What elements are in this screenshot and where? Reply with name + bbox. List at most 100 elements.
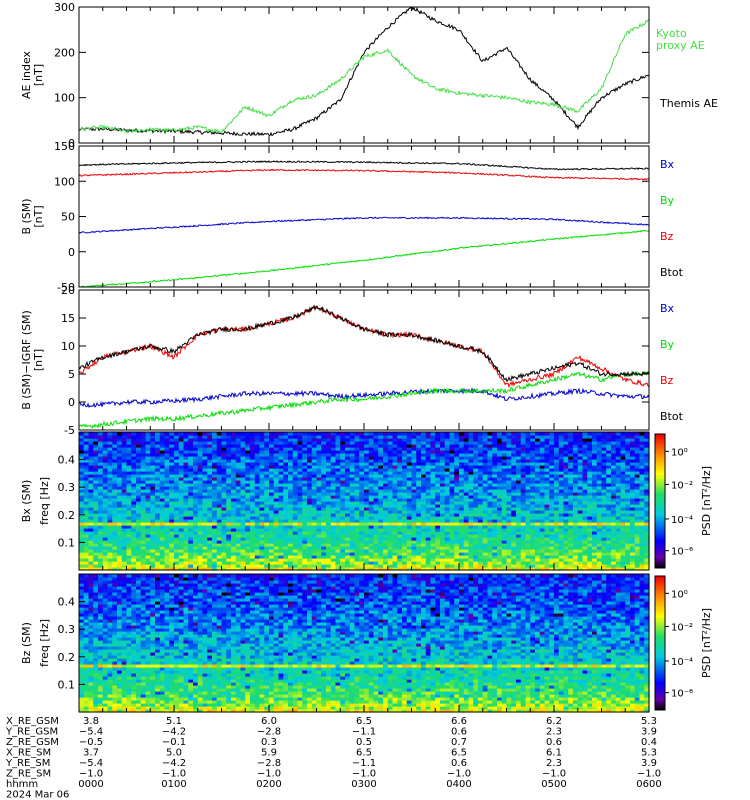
spec-bx-cell bbox=[292, 465, 299, 469]
spec-bx-cell bbox=[368, 522, 375, 526]
spec-bx-cell bbox=[397, 480, 403, 484]
spec-bx-cell bbox=[406, 459, 413, 463]
spec-bx-cell bbox=[321, 432, 327, 436]
spec-bx-cell bbox=[212, 564, 218, 568]
spec-bx-cell bbox=[264, 483, 270, 487]
spec-bx-cell bbox=[188, 501, 194, 505]
spec-bx-cell bbox=[354, 561, 360, 565]
spec-bx-cell bbox=[292, 438, 299, 442]
spec-bx-cell bbox=[330, 453, 337, 457]
spec-bx-cell bbox=[435, 522, 441, 526]
spec-bx-cell bbox=[250, 477, 256, 481]
spec-bx-cell bbox=[254, 498, 261, 502]
spec-bx-cell bbox=[411, 519, 417, 523]
spec-bx-cell bbox=[373, 459, 379, 463]
spec-bx-cell bbox=[297, 444, 303, 448]
spec-bx-cell bbox=[155, 558, 161, 562]
spec-bx-cell bbox=[98, 543, 104, 547]
spec-bx-cell bbox=[212, 480, 218, 484]
spec-bx-cell bbox=[216, 543, 223, 547]
spec-bx-cell bbox=[307, 456, 313, 460]
spec-bx-cell bbox=[292, 510, 299, 514]
spec-bx-cell bbox=[330, 447, 337, 451]
spec-bx-cell bbox=[383, 501, 389, 505]
spec-bx-cell bbox=[345, 456, 351, 460]
spec-bx-cell bbox=[430, 522, 436, 526]
spec-bx-cell bbox=[93, 522, 99, 526]
spec-bx-cell bbox=[425, 489, 432, 493]
spec-bx-cell bbox=[240, 543, 246, 547]
spec-bx-cell bbox=[83, 492, 90, 496]
spec-bx-cell bbox=[183, 552, 189, 556]
spec-bx-cell bbox=[202, 474, 208, 478]
spec-bx-cell bbox=[283, 432, 289, 436]
spec-bx-cell bbox=[188, 540, 194, 544]
spec-bx-cell bbox=[425, 462, 432, 466]
spec-bx-cell bbox=[93, 435, 99, 439]
spec-bx-cell bbox=[216, 447, 223, 451]
spec-bx-cell bbox=[121, 549, 128, 553]
spec-bx-cell bbox=[226, 468, 232, 472]
spec-bx-cell bbox=[392, 561, 398, 565]
spec-bx-cell bbox=[292, 558, 299, 562]
spec-bx-cell bbox=[121, 522, 128, 526]
spec-bx-cell bbox=[364, 438, 370, 442]
spec-bx-cell bbox=[349, 564, 356, 568]
spec-bx-cell bbox=[169, 450, 175, 454]
spec-bx-cell bbox=[121, 507, 128, 511]
spec-bx-cell bbox=[150, 507, 156, 511]
spec-bx-cell bbox=[178, 537, 185, 541]
spec-bx-cell bbox=[292, 456, 299, 460]
spec-bx-cell bbox=[202, 483, 208, 487]
spec-bx-cell bbox=[269, 528, 275, 532]
spec-bx-cell bbox=[145, 462, 151, 466]
spec-bx-cell bbox=[349, 456, 356, 460]
spec-bx-cell bbox=[250, 519, 256, 523]
spec-bx-cell bbox=[254, 465, 261, 469]
spec-bx-cell bbox=[311, 501, 318, 505]
spec-bx-cell bbox=[98, 435, 104, 439]
spec-bx-cell bbox=[207, 531, 213, 535]
spec-bx-cell bbox=[421, 468, 427, 472]
spec-bx-cell bbox=[159, 498, 166, 502]
spec-bx-cell bbox=[155, 471, 161, 475]
spec-bx-cell bbox=[159, 495, 166, 499]
spec-bx-cell bbox=[335, 447, 341, 451]
spec-bx-cell bbox=[278, 459, 284, 463]
spec-bx-cell bbox=[117, 486, 123, 490]
spec-bx-cell bbox=[112, 537, 118, 541]
spec-bx-cell bbox=[278, 480, 284, 484]
spec-bx-cell bbox=[440, 510, 446, 514]
spec-bx-cell bbox=[83, 498, 90, 502]
spec-bx-cell bbox=[264, 507, 270, 511]
spec-bx-cell bbox=[430, 567, 436, 571]
spec-bx-cell bbox=[226, 522, 232, 526]
spec-bx-cell bbox=[359, 465, 365, 469]
spec-bx-cell bbox=[183, 441, 189, 445]
spec-bx-cell bbox=[307, 489, 313, 493]
spec-bx-cell bbox=[164, 453, 170, 457]
spec-bx-cell bbox=[117, 501, 123, 505]
spec-bx-cell bbox=[283, 525, 289, 529]
spec-bx-cell bbox=[98, 474, 104, 478]
spec-bx-cell bbox=[107, 477, 113, 481]
spec-bx-cell bbox=[164, 501, 170, 505]
spec-bx-cell bbox=[126, 549, 132, 553]
spec-bx-cell bbox=[264, 561, 270, 565]
spec-bx-cell bbox=[297, 531, 303, 535]
spec-bx-cell bbox=[354, 516, 360, 520]
spec-bx-cell bbox=[383, 516, 389, 520]
spec-bx-cell bbox=[240, 537, 246, 541]
spec-bx-cell bbox=[440, 480, 446, 484]
spec-bx-cell bbox=[364, 528, 370, 532]
spec-bx-cell bbox=[411, 438, 417, 442]
spec-bx-cell bbox=[250, 480, 256, 484]
spec-bx-cell bbox=[278, 501, 284, 505]
spec-bx-cell bbox=[169, 525, 175, 529]
spec-bx-cell bbox=[221, 528, 227, 532]
spec-bx-cell bbox=[136, 492, 142, 496]
spec-bx-cell bbox=[264, 447, 270, 451]
spec-bx-cell bbox=[425, 453, 432, 457]
spec-bx-cell bbox=[164, 519, 170, 523]
spec-bx-cell bbox=[283, 489, 289, 493]
